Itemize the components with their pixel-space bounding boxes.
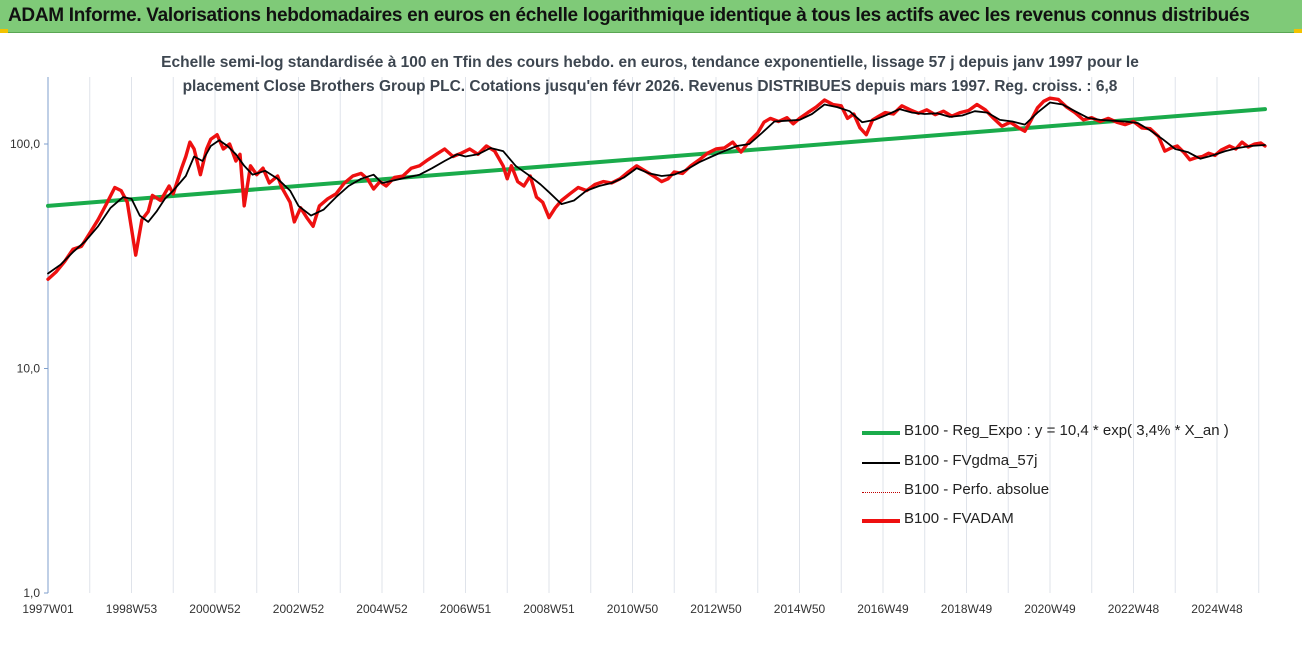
x-tick-label: 2020W49 — [1024, 602, 1076, 616]
series-line-0 — [46, 107, 1267, 208]
corner-marker — [1294, 29, 1302, 33]
x-tick-label: 2024W48 — [1191, 602, 1243, 616]
corner-marker — [0, 29, 8, 33]
y-tick-label: 1,0 — [23, 586, 40, 600]
grid-layer — [89, 77, 1260, 593]
x-tick-label: 2018W49 — [941, 602, 993, 616]
x-tick-label: 2006W51 — [440, 602, 492, 616]
y-tick-label: 100,0 — [10, 137, 40, 151]
x-tick-label: 2012W50 — [690, 602, 742, 616]
x-tick-label: 2004W52 — [356, 602, 408, 616]
axis-layer: 1,0 10,0 100,0 1997W01 1998W53 2000W52 2002W52… — [10, 77, 1243, 616]
x-tick-label: 2008W51 — [523, 602, 575, 616]
x-tick-label: 2022W48 — [1108, 602, 1160, 616]
legend-swatch — [862, 519, 900, 523]
x-tick-label: 1998W53 — [106, 602, 158, 616]
legend-label: B100 - FVgdma_57j — [904, 452, 1038, 469]
x-tick-label: 2014W50 — [774, 602, 826, 616]
chart-svg: 1,0 10,0 100,0 1997W01 1998W53 2000W52 2002W52… — [10, 77, 1267, 616]
plot-area: 1,0 10,0 100,0 1997W01 1998W53 2000W52 2002W52… — [0, 34, 1302, 647]
title-banner: ADAM Informe. Valorisations hebdomadaire… — [0, 0, 1302, 33]
x-tick-label: 2016W49 — [857, 602, 909, 616]
legend-swatch — [862, 492, 900, 493]
chart-subtitle-line-1: Echelle semi-log standardisée à 100 en T… — [161, 54, 1139, 71]
series-line-1 — [47, 101, 1266, 275]
legend-label: B100 - Perfo. absolue — [904, 481, 1050, 498]
x-tick-label: 2000W52 — [189, 602, 241, 616]
page-title: ADAM Informe. Valorisations hebdomadaire… — [8, 5, 1250, 26]
x-tick-label: 1997W01 — [22, 602, 74, 616]
chart-subtitle-line-2: placement Close Brothers Group PLC. Cota… — [182, 78, 1118, 95]
legend-label: B100 - FVADAM — [904, 510, 1014, 527]
x-tick-label: 2002W52 — [273, 602, 325, 616]
legend-swatch — [862, 462, 900, 464]
y-tick-label: 10,0 — [17, 362, 41, 376]
series-layer — [46, 96, 1267, 281]
x-tick-label: 2010W50 — [607, 602, 659, 616]
legend-swatch — [862, 431, 900, 435]
legend-label: B100 - Reg_Expo : y = 10,4 * exp( 3,4% *… — [904, 422, 1229, 439]
